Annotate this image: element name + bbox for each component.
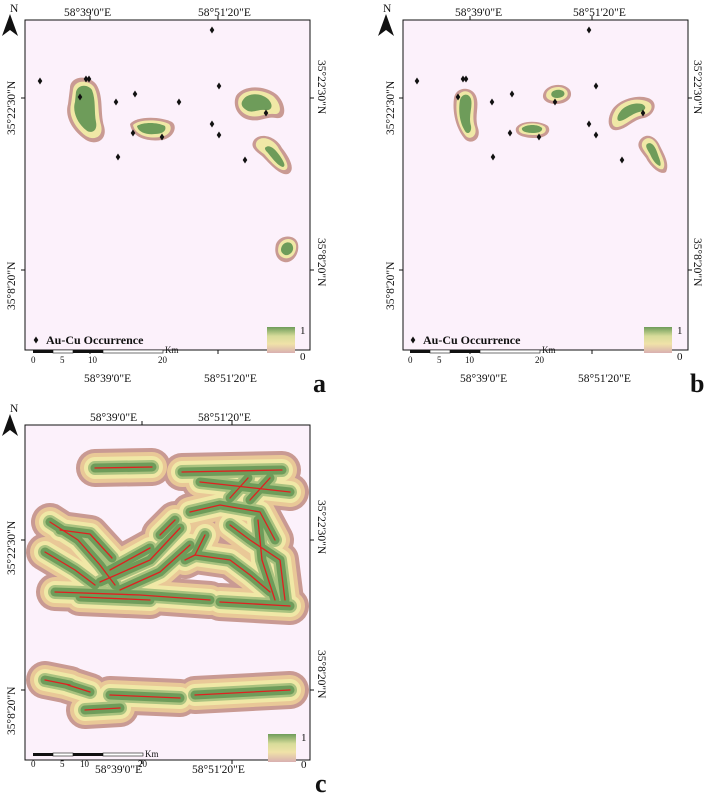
ramp-high-label: 1 xyxy=(300,325,306,337)
lon-label-bottom-left: 58°39'0"E xyxy=(95,764,142,776)
svg-text:Km: Km xyxy=(165,345,179,355)
svg-text:0: 0 xyxy=(408,355,413,365)
lon-label-top-right: 58°51'20"E xyxy=(198,412,251,424)
panel-b: N 58°39'0"E 58°51'20"E 35°22'30"N 35°8'2… xyxy=(378,3,704,398)
svg-text:35°22'30"N: 35°22'30"N xyxy=(691,60,703,115)
svg-text:5: 5 xyxy=(60,355,65,365)
lon-label-bottom-right: 58°51'20"E xyxy=(204,373,257,385)
legend-point-label: Au-Cu Occurrence xyxy=(46,333,144,347)
lon-label-top-left: 58°39'0"E xyxy=(90,412,137,424)
svg-text:Km: Km xyxy=(542,345,556,355)
zone xyxy=(67,77,105,143)
svg-text:35°8'20"N: 35°8'20"N xyxy=(6,686,18,735)
svg-text:Km: Km xyxy=(145,749,159,759)
zone xyxy=(515,121,550,138)
svg-text:0: 0 xyxy=(301,759,307,771)
color-ramp xyxy=(268,734,296,762)
zone xyxy=(638,135,668,173)
svg-text:10: 10 xyxy=(80,759,90,769)
lon-label-bottom-right: 58°51'20"E xyxy=(192,764,245,776)
svg-text:20: 20 xyxy=(158,355,168,365)
lon-label-bottom-right: 58°51'20"E xyxy=(578,373,631,385)
zone xyxy=(130,117,175,141)
panel-c: N 58°39'0"E 58°51'20"E 35°22'30"N 35°8'2… xyxy=(2,403,327,797)
svg-text:1: 1 xyxy=(301,732,307,744)
zone xyxy=(252,135,292,175)
map-frame xyxy=(402,19,689,351)
zone xyxy=(234,87,285,121)
svg-text:N: N xyxy=(383,3,392,15)
zone xyxy=(542,84,572,104)
svg-text:0: 0 xyxy=(677,351,683,363)
scale-bar: 0 5 10 20 Km xyxy=(408,345,556,365)
lon-label-top-left: 58°39'0"E xyxy=(64,7,111,19)
panel-label-b: b xyxy=(690,369,704,398)
svg-text:35°8'20"N: 35°8'20"N xyxy=(691,238,703,287)
svg-text:35°8'20"N: 35°8'20"N xyxy=(385,261,397,310)
lat-label-left-bottom: 35°8'20"N xyxy=(6,261,18,310)
lat-label-right-bottom: 35°8'20"N xyxy=(315,238,327,287)
zone xyxy=(275,236,299,263)
panel-label-c: c xyxy=(315,769,327,797)
color-ramp xyxy=(644,327,672,353)
lon-label-top-left: 58°39'0"E xyxy=(455,7,502,19)
lon-label-bottom-left: 58°39'0"E xyxy=(84,373,131,385)
svg-text:N: N xyxy=(10,403,19,415)
zone xyxy=(453,88,479,142)
panel-label-a: a xyxy=(313,369,326,398)
ramp-low-label: 0 xyxy=(300,351,306,363)
svg-text:1: 1 xyxy=(677,325,683,337)
zone xyxy=(608,96,655,131)
color-ramp xyxy=(267,327,295,353)
lon-label-bottom-left: 58°39'0"E xyxy=(460,373,507,385)
north-arrow-icon: N xyxy=(378,3,394,36)
lat-label-right-top: 35°22'30"N xyxy=(315,60,327,115)
svg-text:35°22'30"N: 35°22'30"N xyxy=(6,520,18,575)
scale-bar: 0 5 10 20 Km xyxy=(31,345,179,365)
lat-label-left-top: 35°22'30"N xyxy=(6,80,18,135)
svg-text:20: 20 xyxy=(535,355,545,365)
svg-text:20: 20 xyxy=(138,759,148,769)
lon-label-top-right: 58°51'20"E xyxy=(573,7,626,19)
svg-text:10: 10 xyxy=(88,355,98,365)
svg-text:0: 0 xyxy=(31,355,36,365)
north-arrow-icon: N xyxy=(2,403,19,436)
svg-text:35°8'20"N: 35°8'20"N xyxy=(315,650,327,699)
lon-label-top-right: 58°51'20"E xyxy=(198,7,251,19)
legend-point-label: Au-Cu Occurrence xyxy=(423,333,521,347)
svg-text:5: 5 xyxy=(437,355,442,365)
svg-text:35°22'30"N: 35°22'30"N xyxy=(385,80,397,135)
north-arrow-icon: N xyxy=(2,3,19,36)
map-frame xyxy=(24,19,311,351)
svg-text:10: 10 xyxy=(465,355,475,365)
scale-bar: 0 5 10 20 Km xyxy=(31,749,159,769)
svg-text:5: 5 xyxy=(60,759,65,769)
svg-text:35°22'30"N: 35°22'30"N xyxy=(315,500,327,555)
svg-text:0: 0 xyxy=(31,759,36,769)
north-label: N xyxy=(10,3,19,15)
panel-a: N 58°39'0"E 58°51'20"E 35°22'30"N 35°8'2… xyxy=(2,3,327,398)
